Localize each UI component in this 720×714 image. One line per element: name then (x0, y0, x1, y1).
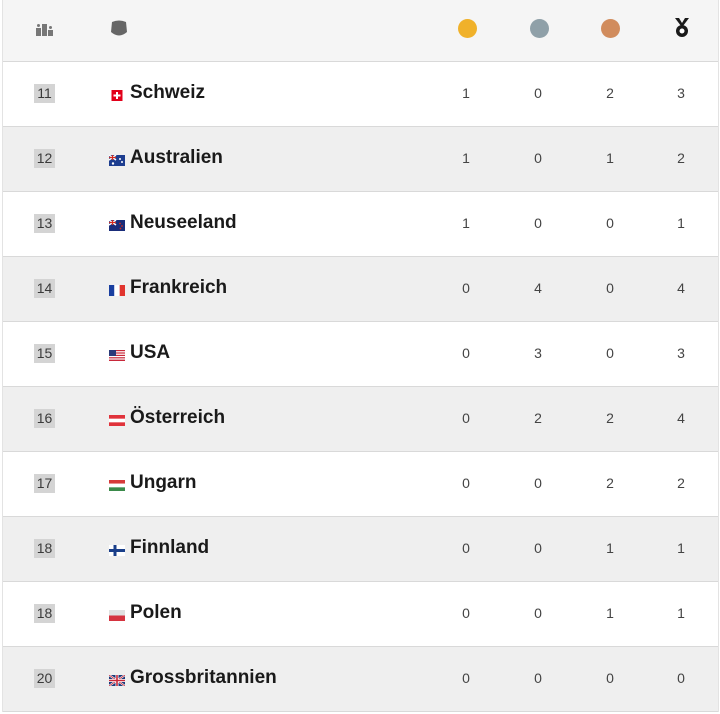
country-shield-icon[interactable] (109, 20, 129, 43)
country-name[interactable]: Australien (130, 147, 223, 168)
table-row[interactable]: 13 Neuseeland 1 0 0 1 (3, 192, 718, 257)
bronze-medal-icon[interactable] (601, 19, 620, 38)
gold-count: 0 (462, 475, 470, 491)
total-count: 0 (677, 670, 685, 686)
silver-count: 0 (534, 475, 542, 491)
total-count: 4 (677, 280, 685, 296)
gold-count: 0 (462, 280, 470, 296)
table-row[interactable]: 11 Schweiz 1 0 2 3 (3, 62, 718, 127)
bronze-count: 0 (606, 670, 614, 686)
united-kingdom-flag-icon (108, 673, 126, 687)
country-name[interactable]: Ungarn (130, 472, 197, 493)
rank-badge: 13 (34, 214, 55, 233)
country-name[interactable]: Neuseeland (130, 212, 237, 233)
rank-badge: 17 (34, 474, 55, 493)
bronze-count: 0 (606, 215, 614, 231)
total-count: 3 (677, 345, 685, 361)
bronze-count: 0 (606, 345, 614, 361)
table-row[interactable]: 15 USA 0 3 0 3 (3, 322, 718, 387)
poland-flag-icon (109, 608, 125, 621)
total-count: 1 (677, 215, 685, 231)
silver-count: 0 (534, 670, 542, 686)
silver-count: 3 (534, 345, 542, 361)
gold-count: 0 (462, 410, 470, 426)
hungary-flag-icon (109, 478, 125, 491)
country-name[interactable]: Finnland (130, 537, 210, 558)
bronze-count: 2 (606, 475, 614, 491)
gold-count: 0 (462, 345, 470, 361)
gold-count: 1 (462, 85, 470, 101)
silver-count: 0 (534, 215, 542, 231)
bronze-count: 1 (606, 150, 614, 166)
new-zealand-flag-icon (108, 218, 125, 231)
australia-flag-icon (108, 153, 125, 166)
table-row[interactable]: 20 Grossbritannien 0 0 0 0 (3, 647, 718, 712)
silver-count: 2 (534, 410, 542, 426)
silver-count: 0 (534, 150, 542, 166)
silver-count: 4 (534, 280, 542, 296)
total-count: 3 (677, 85, 685, 101)
podium-icon[interactable] (36, 22, 54, 41)
table-row[interactable]: 17 Ungarn 0 0 2 2 (3, 452, 718, 517)
total-count: 1 (677, 540, 685, 556)
table-row[interactable]: 12 Australien 1 0 1 2 (3, 127, 718, 192)
country-name[interactable]: Grossbritannien (130, 667, 277, 688)
table-header (3, 0, 718, 62)
usa-flag-icon (109, 348, 125, 361)
rank-badge: 20 (34, 669, 55, 688)
gold-count: 0 (462, 605, 470, 621)
rank-badge: 16 (34, 409, 55, 428)
silver-count: 0 (534, 85, 542, 101)
gold-count: 0 (462, 540, 470, 556)
switzerland-flag-icon (109, 88, 125, 101)
bronze-count: 1 (606, 605, 614, 621)
rank-badge: 12 (34, 149, 55, 168)
rank-badge: 18 (34, 604, 55, 623)
bronze-count: 2 (606, 410, 614, 426)
country-name[interactable]: Schweiz (130, 82, 205, 103)
austria-flag-icon (109, 413, 125, 426)
france-flag-icon (109, 283, 125, 296)
gold-medal-icon[interactable] (458, 19, 477, 38)
total-count: 2 (677, 150, 685, 166)
total-count: 4 (677, 410, 685, 426)
total-count: 1 (677, 605, 685, 621)
rank-badge: 14 (34, 279, 55, 298)
country-name[interactable]: Polen (130, 602, 182, 623)
table-row[interactable]: 18 Polen 0 0 1 1 (3, 582, 718, 647)
gold-count: 1 (462, 150, 470, 166)
total-medal-icon[interactable] (673, 18, 691, 43)
rank-badge: 11 (34, 84, 55, 103)
finland-flag-icon (109, 543, 125, 556)
table-row[interactable]: 16 Österreich 0 2 2 4 (3, 387, 718, 452)
silver-medal-icon[interactable] (530, 19, 549, 38)
bronze-count: 2 (606, 85, 614, 101)
gold-count: 0 (462, 670, 470, 686)
country-name[interactable]: Frankreich (130, 277, 228, 298)
gold-count: 1 (462, 215, 470, 231)
bronze-count: 0 (606, 280, 614, 296)
bronze-count: 1 (606, 540, 614, 556)
total-count: 2 (677, 475, 685, 491)
country-name[interactable]: Österreich (130, 407, 226, 428)
silver-count: 0 (534, 605, 542, 621)
country-name[interactable]: USA (130, 342, 171, 363)
table-row[interactable]: 14 Frankreich 0 4 0 4 (3, 257, 718, 322)
rank-badge: 15 (34, 344, 55, 363)
table-row[interactable]: 18 Finnland 0 0 1 1 (3, 517, 718, 582)
rank-badge: 18 (34, 539, 55, 558)
silver-count: 0 (534, 540, 542, 556)
